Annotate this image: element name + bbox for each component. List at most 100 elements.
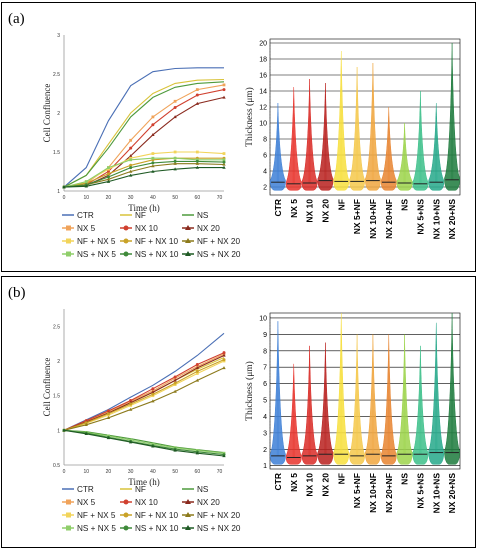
series-point xyxy=(151,164,155,168)
violin-tail xyxy=(403,334,406,455)
series-point xyxy=(222,351,226,355)
y-axis-title: Cell Confluence xyxy=(42,358,52,417)
series-line-ns-nx-20 xyxy=(63,429,225,457)
series-point xyxy=(107,167,110,171)
series-point xyxy=(173,167,177,171)
series-line-ctr xyxy=(63,332,225,431)
series-point xyxy=(129,138,133,142)
legend-label: NF + NX 10 xyxy=(135,511,178,520)
series-point xyxy=(84,421,88,425)
series-point xyxy=(222,152,226,155)
series-point xyxy=(128,173,133,177)
x-tick-label: 0 xyxy=(63,195,66,201)
series-point xyxy=(106,175,110,179)
series-point xyxy=(129,402,133,406)
y-tick-label: 2 xyxy=(263,185,267,192)
series-point xyxy=(151,152,155,155)
violin-nx-10 xyxy=(301,345,318,465)
series-line-ns-nx-10 xyxy=(63,160,225,188)
legend-marker xyxy=(66,525,71,531)
violin-tail xyxy=(340,313,343,455)
series-point xyxy=(84,184,88,188)
violin-ns xyxy=(396,334,413,465)
legend-marker xyxy=(123,251,129,257)
y-tick-label: 1 xyxy=(57,428,60,434)
series-point xyxy=(151,399,155,403)
series-line-nx-5 xyxy=(63,84,225,188)
y-axis-title: Thickness (μm) xyxy=(244,361,255,421)
y-tick-label: 6 xyxy=(263,153,267,160)
series-point xyxy=(195,451,200,455)
series-line-ns xyxy=(63,81,225,188)
violin-ctr xyxy=(270,102,286,191)
y-tick-label: 7 xyxy=(263,365,267,372)
y-tick-label: 4 xyxy=(263,414,267,421)
series-point xyxy=(106,436,111,440)
series-point xyxy=(173,156,177,160)
series-point xyxy=(151,444,155,448)
violin-nx-5 xyxy=(285,363,302,465)
violin-chart-a: 2 4 6 8 10 12 14 16 18 20 Thickness (μm) CTR NX 5 NX … xyxy=(244,38,461,240)
x-tick-label: 30 xyxy=(128,469,134,475)
violin-chart-b: 1 2 3 4 5 6 7 8 9 10 Thickness (μm) CTR NX 5 NX 10 NX … xyxy=(244,312,461,513)
y-tick-label: 8 xyxy=(263,348,267,355)
series-point xyxy=(129,146,133,150)
violin-nx-5-nf xyxy=(349,66,365,191)
x-tick-label: 40 xyxy=(150,469,156,475)
series-point xyxy=(129,166,133,170)
series-line-ns xyxy=(63,429,225,454)
violin-nx-5-ns xyxy=(412,90,429,191)
category-label: NS xyxy=(400,199,410,211)
series-line-nx-5 xyxy=(63,353,225,431)
violin-tail xyxy=(419,91,422,184)
series-point xyxy=(222,366,226,370)
legend-label: NS xyxy=(197,211,209,220)
category-label: NX 5+NF xyxy=(352,473,362,508)
series-point xyxy=(173,389,177,393)
y-tick-label: 2 xyxy=(263,447,267,454)
legend-marker xyxy=(185,238,191,243)
category-label: CTR xyxy=(273,199,283,216)
series-point xyxy=(222,88,226,92)
category-label: NX 10+NS xyxy=(431,199,441,240)
category-label: NX 20+NS xyxy=(447,199,457,240)
violin-tail xyxy=(276,103,280,183)
x-tick-label: 70 xyxy=(217,195,223,201)
category-label: NX 10 xyxy=(305,473,315,497)
category-label: NX 20 xyxy=(320,473,330,497)
series-point xyxy=(173,159,177,163)
series-point xyxy=(195,362,199,366)
x-tick-label: 0 xyxy=(63,469,66,475)
violin-tail xyxy=(276,321,280,456)
category-label: NX 20 xyxy=(320,199,330,223)
series-point xyxy=(129,399,133,403)
y-axis-title: Thickness (μm) xyxy=(244,87,255,147)
series-point xyxy=(222,160,226,164)
violin-nx-5-nf xyxy=(349,334,365,465)
x-tick-label: 50 xyxy=(172,195,178,201)
x-tick-label: 10 xyxy=(83,469,89,475)
violin-tail xyxy=(387,107,390,183)
legend-label: NF xyxy=(135,211,146,220)
series-point xyxy=(173,150,177,154)
series-point xyxy=(128,154,133,158)
series-point xyxy=(173,115,177,119)
series-point xyxy=(151,161,155,165)
category-label: CTR xyxy=(273,473,283,490)
x-tick-label: 40 xyxy=(150,195,156,201)
panel-label: (b) xyxy=(8,285,26,301)
series-point xyxy=(107,166,110,169)
y-tick-label: 20 xyxy=(259,41,267,48)
series-line-nf-nx-10 xyxy=(63,157,224,188)
series-point xyxy=(106,179,111,183)
series-point xyxy=(151,392,155,396)
series-line-ns-nx-20 xyxy=(63,167,224,188)
legend-label: NX 20 xyxy=(197,224,220,233)
series-point xyxy=(84,432,88,435)
series-line-nf-nx-10 xyxy=(63,359,225,431)
series-point xyxy=(222,165,226,169)
series-point xyxy=(129,158,133,162)
series-point xyxy=(106,412,110,416)
legend-label: NF + NX 5 xyxy=(77,511,116,520)
category-label: NF xyxy=(336,473,346,484)
